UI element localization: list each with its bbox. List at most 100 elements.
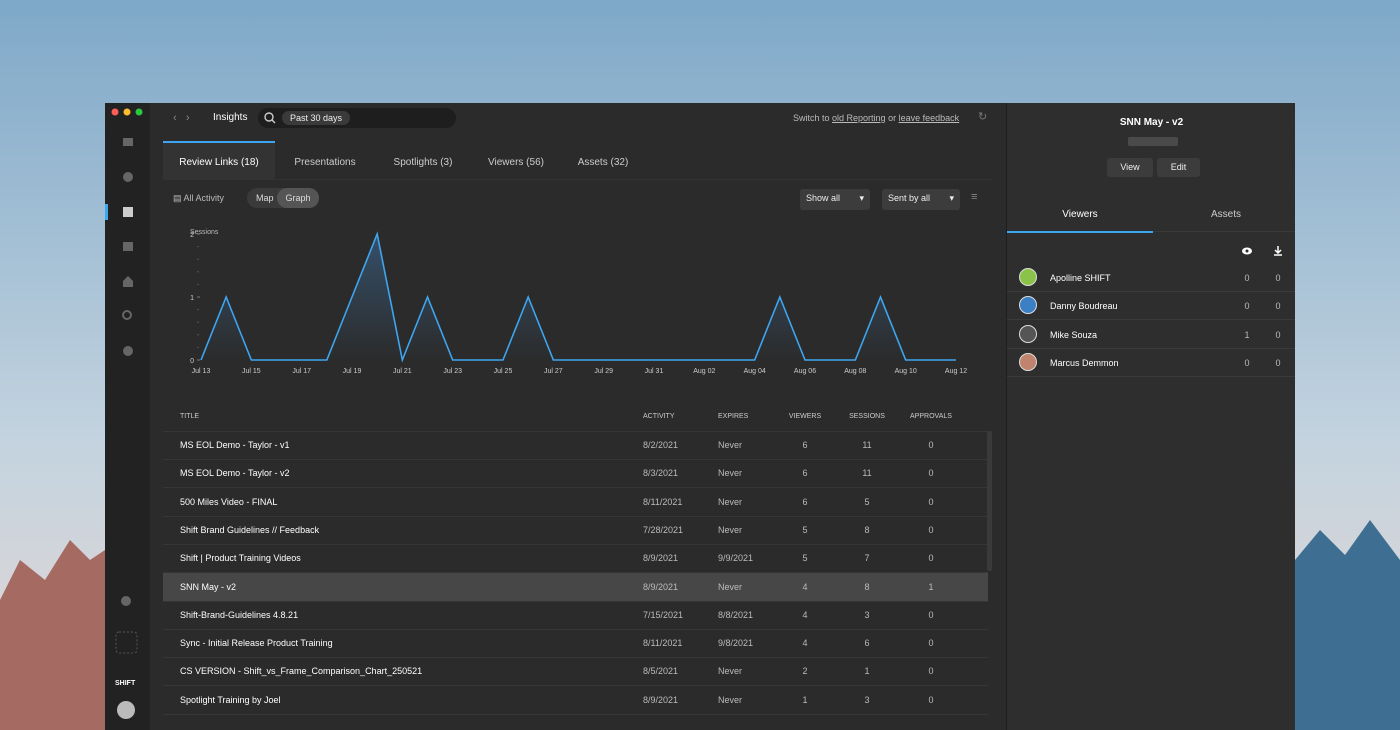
x-tick-label: Jul 23 bbox=[443, 368, 462, 375]
x-tick-label: Jul 31 bbox=[645, 368, 664, 375]
view-toggle: Map Graph bbox=[247, 188, 319, 208]
cell: 11 bbox=[862, 440, 872, 450]
graph-toggle[interactable]: Graph bbox=[277, 188, 319, 208]
y-axis-label: Sessions bbox=[190, 229, 219, 236]
tab[interactable]: Viewers (56) bbox=[488, 157, 544, 168]
cell: 9/8/2021 bbox=[718, 638, 754, 649]
x-tick-label: Jul 13 bbox=[192, 368, 211, 375]
download-count: 0 bbox=[1275, 301, 1281, 312]
cell: 5 bbox=[864, 496, 870, 507]
x-tick-label: Aug 04 bbox=[744, 368, 766, 375]
cell: 1 bbox=[928, 581, 934, 592]
table-row[interactable]: MS EOL Demo - Taylor - v2 8/3/2021 Never 6 1… bbox=[163, 459, 988, 489]
cell: 3 bbox=[864, 609, 870, 620]
panel-tab[interactable]: Assets bbox=[1210, 209, 1241, 220]
tab-bar: Review Links (18) Presentations Spotlights… bbox=[163, 141, 993, 180]
row-title: CS VERSION - Shift_vs_Frame_Comparison_C… bbox=[180, 666, 423, 677]
edit-button[interactable]: Edit bbox=[1157, 158, 1200, 177]
table-row[interactable]: Shift Brand Guidelines // Feedback 7/28/2… bbox=[163, 516, 988, 545]
column-header[interactable]: EXPIRES bbox=[718, 413, 749, 420]
refresh-icon[interactable]: ↻ bbox=[978, 111, 988, 123]
cell: 8/3/2021 bbox=[643, 468, 679, 479]
sessions-line bbox=[200, 231, 956, 363]
all-activity[interactable]: ▤ All Activity bbox=[173, 193, 225, 203]
view-button[interactable]: View bbox=[1107, 158, 1153, 177]
area-fill bbox=[201, 234, 956, 360]
show-all-dropdown[interactable]: Show all ▾ bbox=[800, 189, 870, 210]
table-row[interactable]: Shift-Brand-Guidelines 4.8.21 7/15/2021 8/… bbox=[163, 601, 988, 630]
cell: 3 bbox=[864, 694, 870, 705]
tab[interactable]: Review Links (18) bbox=[163, 141, 275, 179]
cell: 5 bbox=[802, 553, 808, 564]
tab[interactable]: Assets (32) bbox=[577, 157, 629, 168]
column-header[interactable]: ACTIVITY bbox=[643, 413, 675, 420]
table-row[interactable]: 500 Miles Video - FINAL 8/11/2021 Never 6 5 0 bbox=[163, 488, 988, 517]
x-tick-label: Aug 08 bbox=[844, 368, 866, 375]
sidebar-icons bbox=[105, 108, 143, 719]
table-row[interactable]: Shift | Product Training Videos 8/9/2021 9… bbox=[163, 544, 988, 574]
sent-by-dropdown[interactable]: Sent by all ▾ bbox=[882, 189, 960, 210]
table-row[interactable]: SNN May - v2 8/9/2021 Never 4 8 1 bbox=[163, 572, 988, 602]
table-row[interactable]: Sync - Initial Release Product Training 8… bbox=[163, 629, 988, 659]
cell: 8/2/2021 bbox=[643, 440, 679, 450]
cell: 8 bbox=[864, 524, 870, 535]
cell: 1 bbox=[802, 694, 808, 705]
table-row[interactable]: CS VERSION - Shift_vs_Frame_Comparison_C… bbox=[163, 657, 988, 687]
view-count: 1 bbox=[1244, 329, 1250, 340]
tab[interactable]: Presentations bbox=[294, 157, 356, 168]
avatar bbox=[1019, 268, 1037, 286]
filter-icon[interactable]: ≡ bbox=[971, 191, 978, 203]
cell: 4 bbox=[802, 581, 808, 592]
cell: Never bbox=[718, 666, 743, 677]
scrollbar bbox=[987, 431, 992, 571]
cell: Never bbox=[718, 496, 743, 507]
x-tick-label: Jul 17 bbox=[292, 368, 311, 375]
column-header[interactable]: SESSIONS bbox=[849, 413, 885, 420]
cell: Never bbox=[718, 524, 743, 535]
cell: Never bbox=[718, 694, 743, 705]
panel-title: SNN May - v2 bbox=[1119, 117, 1184, 128]
x-tick-label: Aug 02 bbox=[693, 368, 715, 375]
column-header[interactable]: TITLE bbox=[180, 413, 200, 420]
nav-arrows[interactable]: ‹ › bbox=[173, 112, 190, 124]
x-tick-label: Jul 21 bbox=[393, 368, 412, 375]
column-header[interactable]: APPROVALS bbox=[910, 413, 952, 420]
column-icons bbox=[1242, 246, 1282, 256]
row-title: MS EOL Demo - Taylor - v1 bbox=[180, 440, 290, 450]
cell: 5 bbox=[802, 524, 808, 535]
cell: 0 bbox=[928, 638, 934, 649]
search-bar[interactable]: Past 30 days bbox=[258, 108, 456, 128]
download-count: 0 bbox=[1275, 273, 1281, 283]
cell: 7 bbox=[864, 553, 870, 564]
date-filter[interactable]: Past 30 days bbox=[282, 111, 351, 125]
viewer-row[interactable]: Apolline SHIFT 0 0 bbox=[1007, 263, 1295, 292]
switch-text: Switch to bbox=[793, 113, 830, 123]
table-row[interactable]: Spotlight Training by Joel 8/9/2021 Never 1… bbox=[163, 686, 988, 715]
cell: 0 bbox=[928, 609, 934, 620]
cell: 1 bbox=[864, 666, 870, 677]
download-count: 0 bbox=[1275, 329, 1281, 340]
cell: 8/8/2021 bbox=[718, 609, 754, 620]
panel-tabs: Viewers Assets bbox=[1007, 199, 1295, 233]
cell: 8/9/2021 bbox=[643, 581, 679, 592]
viewer-name: Danny Boudreau bbox=[1050, 301, 1118, 312]
viewer-row[interactable]: Marcus Demmon 0 0 bbox=[1007, 348, 1295, 377]
tab[interactable]: Spotlights (3) bbox=[393, 157, 453, 168]
map-toggle[interactable]: Map bbox=[256, 193, 274, 203]
old-reporting-link[interactable]: old Reporting bbox=[832, 113, 886, 123]
placeholder-bar bbox=[1128, 137, 1178, 146]
table-row[interactable]: MS EOL Demo - Taylor - v1 8/2/2021 Never 6 1… bbox=[163, 431, 988, 460]
viewer-name: Marcus Demmon bbox=[1050, 357, 1119, 368]
panel-tab[interactable]: Viewers bbox=[1007, 199, 1153, 233]
cell: 6 bbox=[802, 440, 808, 450]
viewer-row[interactable]: Mike Souza 1 0 bbox=[1007, 320, 1295, 349]
viewer-row[interactable]: Danny Boudreau 0 0 bbox=[1007, 291, 1295, 321]
x-tick-label: Jul 15 bbox=[242, 368, 261, 375]
cell: 0 bbox=[928, 553, 934, 564]
row-title: Shift | Product Training Videos bbox=[180, 553, 301, 564]
download-count: 0 bbox=[1275, 357, 1281, 368]
column-header[interactable]: VIEWERS bbox=[788, 413, 822, 420]
feedback-link[interactable]: leave feedback bbox=[898, 113, 960, 123]
avatar bbox=[1019, 324, 1037, 343]
